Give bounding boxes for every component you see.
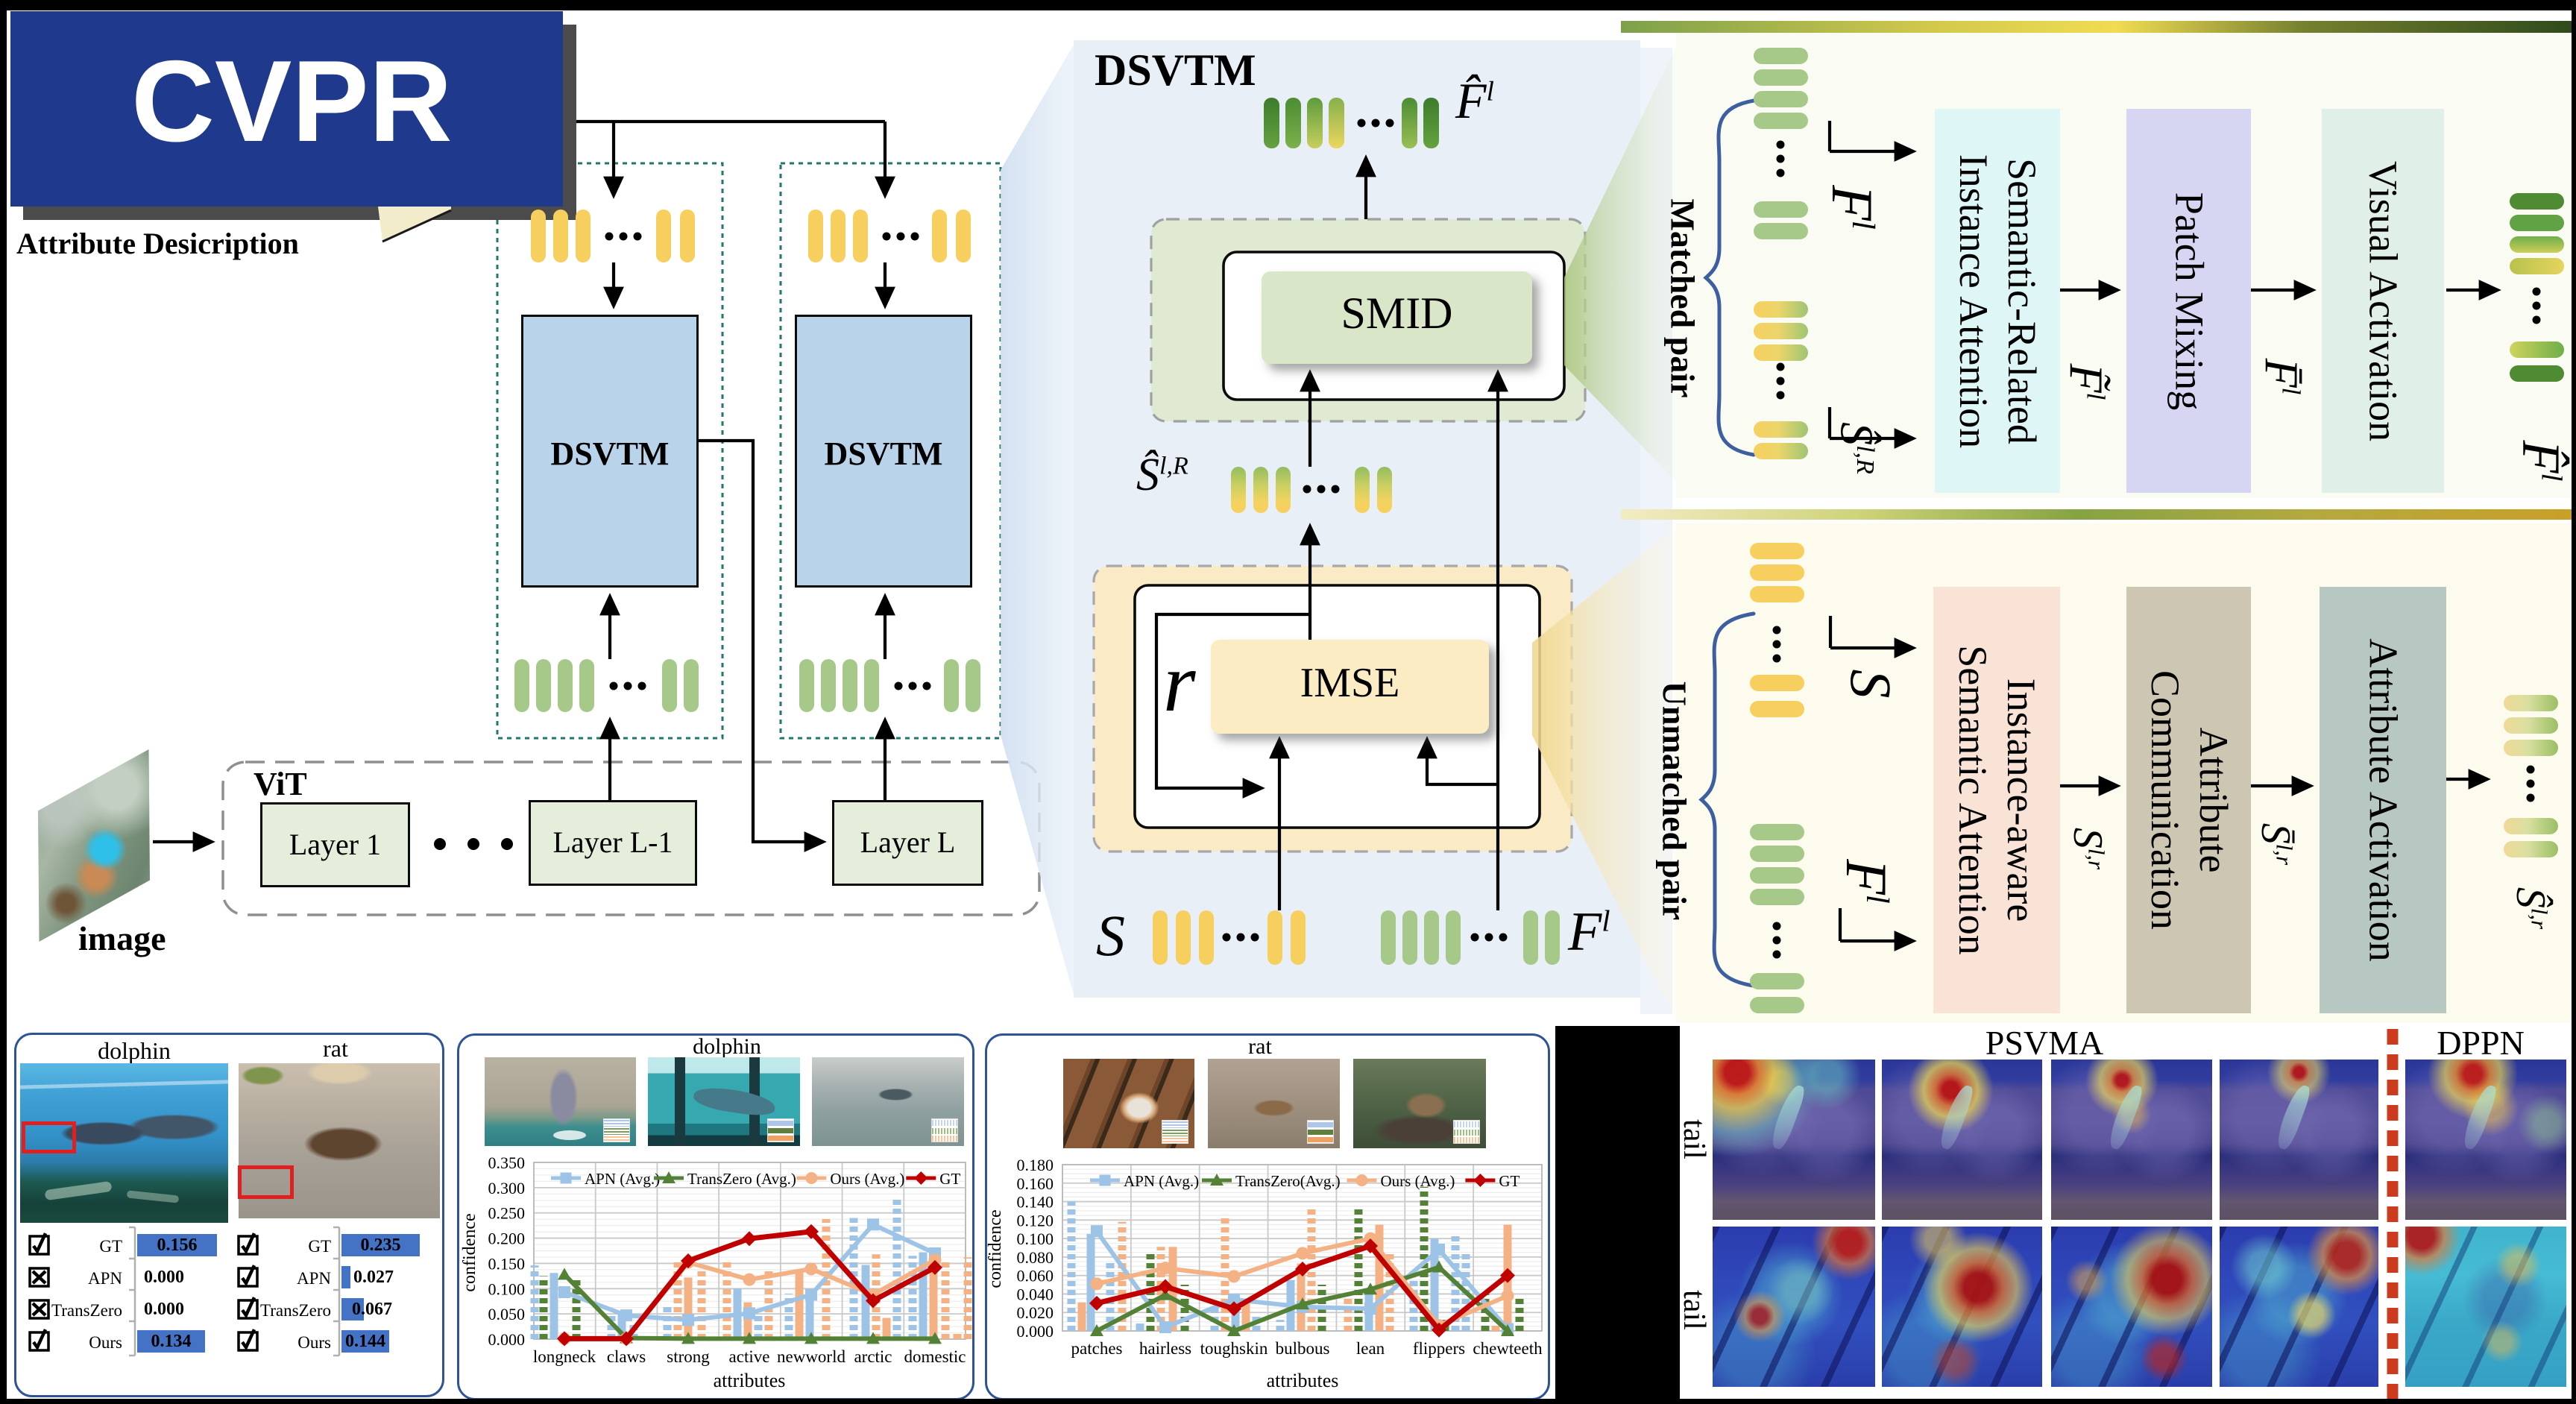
svg-text:hairless: hairless xyxy=(1139,1339,1191,1358)
svg-text:0.040: 0.040 xyxy=(1017,1285,1054,1303)
svg-text:0.050: 0.050 xyxy=(488,1305,526,1323)
svg-text:0.000: 0.000 xyxy=(488,1330,526,1349)
svg-text:0.080: 0.080 xyxy=(1017,1248,1054,1267)
svg-text:bulbous: bulbous xyxy=(1276,1339,1330,1358)
svg-text:GT: GT xyxy=(1499,1172,1520,1190)
svg-text:0.300: 0.300 xyxy=(488,1179,526,1197)
svg-text:Ours (Avg.): Ours (Avg.) xyxy=(830,1170,904,1188)
svg-text:0.140: 0.140 xyxy=(1017,1193,1054,1212)
svg-text:chewteeth: chewteeth xyxy=(1473,1339,1543,1358)
svg-text:toughskin: toughskin xyxy=(1200,1339,1268,1358)
svg-text:APN (Avg.): APN (Avg.) xyxy=(585,1170,660,1188)
svg-text:confidence: confidence xyxy=(460,1213,479,1291)
svg-text:0.120: 0.120 xyxy=(1017,1211,1054,1230)
svg-text:GT: GT xyxy=(939,1170,960,1188)
svg-text:newworld: newworld xyxy=(777,1347,845,1366)
svg-text:domestic: domestic xyxy=(904,1347,966,1366)
svg-text:strong: strong xyxy=(667,1347,710,1366)
svg-text:0.180: 0.180 xyxy=(1017,1156,1054,1174)
svg-text:longneck: longneck xyxy=(533,1347,596,1366)
svg-text:TransZero (Avg.): TransZero (Avg.) xyxy=(687,1170,796,1188)
svg-text:APN (Avg.): APN (Avg.) xyxy=(1124,1172,1199,1190)
svg-text:active: active xyxy=(729,1347,770,1366)
svg-text:claws: claws xyxy=(607,1347,646,1366)
svg-text:0.020: 0.020 xyxy=(1017,1303,1054,1322)
svg-text:0.250: 0.250 xyxy=(488,1204,526,1223)
svg-text:confidence: confidence xyxy=(986,1209,1005,1288)
svg-text:0.000: 0.000 xyxy=(1017,1322,1054,1341)
svg-text:Ours (Avg.): Ours (Avg.) xyxy=(1381,1172,1455,1190)
svg-text:attributes: attributes xyxy=(1267,1370,1339,1391)
svg-text:0.350: 0.350 xyxy=(488,1153,526,1172)
svg-text:0.100: 0.100 xyxy=(1017,1230,1054,1248)
svg-text:0.060: 0.060 xyxy=(1017,1267,1054,1285)
svg-text:0.100: 0.100 xyxy=(488,1279,526,1298)
svg-text:attributes: attributes xyxy=(714,1370,786,1391)
svg-text:0.150: 0.150 xyxy=(488,1254,526,1273)
svg-text:patches: patches xyxy=(1071,1339,1123,1358)
svg-text:lean: lean xyxy=(1356,1339,1385,1358)
svg-text:0.160: 0.160 xyxy=(1017,1174,1054,1193)
svg-text:flippers: flippers xyxy=(1413,1339,1465,1358)
svg-text:arctic: arctic xyxy=(854,1347,892,1366)
svg-text:0.200: 0.200 xyxy=(488,1230,526,1248)
svg-text:TransZero(Avg.): TransZero(Avg.) xyxy=(1235,1172,1341,1190)
